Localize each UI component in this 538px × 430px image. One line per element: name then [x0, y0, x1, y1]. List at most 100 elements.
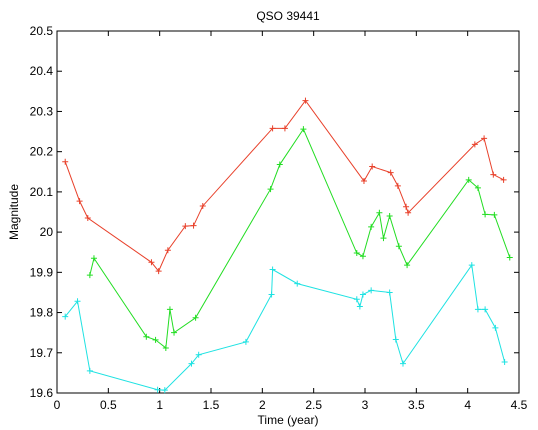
y-tick-label: 20	[40, 225, 54, 239]
x-tick-label: 2.5	[305, 398, 322, 412]
data-point-marker	[281, 125, 288, 132]
data-point-marker	[474, 306, 481, 313]
data-point-marker	[500, 176, 507, 183]
series-line	[64, 99, 504, 273]
data-point-marker	[368, 287, 375, 294]
data-point-marker	[395, 243, 402, 250]
x-tick-label: 0	[54, 398, 61, 412]
data-point-marker	[143, 333, 150, 340]
data-point-marker	[300, 126, 307, 133]
data-point-marker	[195, 351, 202, 358]
data-point-marker	[491, 211, 498, 218]
data-point-marker	[387, 169, 394, 176]
data-point-marker	[84, 215, 91, 222]
data-point-marker	[268, 291, 275, 298]
data-point-marker	[148, 259, 155, 266]
data-point-marker	[369, 163, 376, 170]
data-point-marker	[394, 182, 401, 189]
x-tick-label: 0.5	[100, 398, 117, 412]
y-tick-label: 19.7	[30, 346, 54, 360]
data-point-marker	[152, 336, 159, 343]
data-point-marker	[242, 338, 249, 345]
data-point-marker	[199, 202, 206, 209]
data-point-marker	[399, 360, 406, 367]
data-point-marker	[154, 386, 161, 393]
series-layer	[62, 97, 513, 394]
data-point-marker	[403, 203, 410, 210]
data-point-marker	[482, 211, 489, 218]
data-point-marker	[171, 329, 178, 336]
y-tick-label: 20.3	[30, 104, 54, 118]
data-point-marker	[74, 298, 81, 305]
data-point-marker	[492, 324, 499, 331]
series-1	[62, 97, 507, 275]
y-tick-label: 20.1	[30, 185, 54, 199]
data-point-marker	[90, 255, 97, 262]
data-point-marker	[86, 272, 93, 279]
chart-title: QSO 39441	[256, 9, 320, 23]
data-point-marker	[276, 161, 283, 168]
data-point-marker	[471, 141, 478, 148]
data-point-marker	[490, 171, 497, 178]
data-point-marker	[192, 314, 199, 321]
data-point-marker	[269, 125, 276, 132]
data-point-marker	[404, 262, 411, 269]
data-point-marker	[386, 289, 393, 296]
data-point-marker	[359, 291, 366, 298]
data-point-marker	[356, 303, 363, 310]
x-tick-label: 4.5	[511, 398, 528, 412]
data-point-marker	[465, 176, 472, 183]
data-point-marker	[267, 186, 274, 193]
data-point-marker	[380, 235, 387, 242]
data-point-marker	[155, 268, 162, 275]
data-point-marker	[501, 359, 508, 366]
x-tick-label: 4	[464, 398, 471, 412]
data-point-marker	[269, 266, 276, 273]
x-axis-ticks: 0 0.5 1 1.5 2 2.5 3 3.5 4 4.5	[54, 31, 528, 412]
data-point-marker	[468, 262, 475, 269]
data-point-marker	[360, 178, 367, 185]
y-tick-label: 20.2	[30, 145, 54, 159]
data-point-marker	[162, 344, 169, 351]
data-point-marker	[62, 313, 69, 320]
data-point-marker	[481, 135, 488, 142]
data-point-marker	[474, 184, 481, 191]
data-point-marker	[161, 387, 168, 394]
data-point-marker	[76, 198, 83, 205]
data-point-marker	[392, 336, 399, 343]
data-point-marker	[368, 223, 375, 230]
y-tick-label: 20.4	[30, 64, 54, 78]
data-point-marker	[190, 222, 197, 229]
data-point-marker	[62, 158, 69, 165]
y-tick-label: 19.9	[30, 265, 54, 279]
data-point-marker	[506, 254, 513, 261]
x-tick-label: 3	[362, 398, 369, 412]
x-tick-label: 1.5	[203, 398, 220, 412]
x-tick-label: 1	[156, 398, 163, 412]
data-point-marker	[359, 253, 366, 260]
data-point-marker	[166, 306, 173, 313]
data-point-marker	[294, 280, 301, 287]
y-tick-label: 19.6	[30, 386, 54, 400]
data-point-marker	[164, 247, 171, 254]
y-axis-title: Magnitude	[7, 184, 21, 240]
data-point-marker	[405, 209, 412, 216]
series-line	[89, 128, 511, 349]
data-point-marker	[482, 306, 489, 313]
y-axis-ticks: 19.6 19.7 19.8 19.9 20 20.1 20.2 20.3 20.4 20.5	[30, 24, 519, 400]
data-point-marker	[376, 209, 383, 216]
data-point-marker	[302, 97, 309, 104]
series-2	[86, 126, 513, 351]
data-point-marker	[386, 213, 393, 220]
x-tick-label: 2	[259, 398, 266, 412]
data-point-marker	[353, 296, 360, 303]
x-tick-label: 3.5	[408, 398, 425, 412]
data-point-marker	[353, 250, 360, 257]
data-point-marker	[188, 360, 195, 367]
y-tick-label: 19.8	[30, 306, 54, 320]
plot-area-frame	[56, 30, 520, 394]
x-axis-title: Time (year)	[258, 413, 319, 427]
